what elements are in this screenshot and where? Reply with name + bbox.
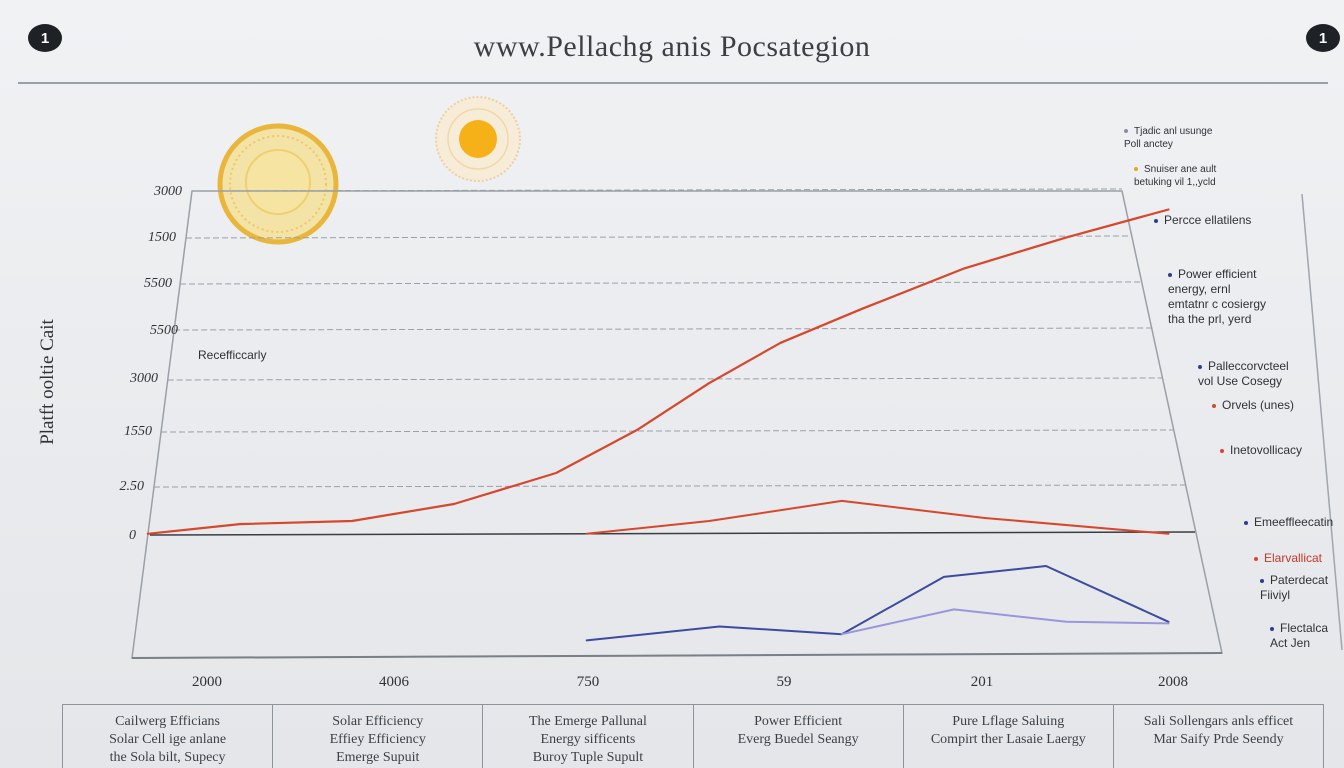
legend-note-text: Snuiser ane ault betuking vil 1,,ycld [1134, 164, 1217, 188]
gridline [174, 327, 1153, 331]
page-title: www.Pellachg anis Pocsategion [473, 30, 871, 63]
legend-label: Inetovollicacy [1230, 443, 1303, 457]
legend-label: Percce ellatilens [1164, 213, 1252, 227]
y-tick-label: 5500 [150, 323, 178, 338]
legend-label: Palleccorvcteel vol Use Cosegy [1198, 359, 1289, 388]
plot-frame [131, 190, 1223, 659]
legend-item: Emeeffleecatin [1244, 500, 1333, 530]
legend-item: Flectalca Act Jen [1270, 606, 1328, 651]
legend-item: Paterdecat Fiiviyl [1260, 558, 1328, 603]
bottom-table: Cailwerg Efficians Solar Cell ige anlane… [62, 704, 1324, 768]
legend-marker [1124, 129, 1128, 134]
legend-item: Inetovollicacy [1220, 428, 1302, 458]
y-tick-label: 1500 [148, 230, 176, 245]
legend-marker [1254, 556, 1258, 561]
legend-marker [1198, 364, 1202, 369]
gridlines [153, 188, 1187, 488]
x-axis-line [131, 652, 1223, 659]
legend-note-text: Tjadic anl usunge Poll anctey [1124, 126, 1213, 150]
legend-marker [1260, 578, 1264, 583]
table-cell: Power Efficient Everg Buedel Seangy [694, 705, 904, 768]
gridline [153, 484, 1187, 488]
legend-note: Snuiser ane ault betuking vil 1,,ycld [1134, 150, 1216, 189]
legend-label: Flectalca Act Jen [1270, 621, 1329, 650]
gridline [185, 235, 1133, 239]
table-cell: Cailwerg Efficians Solar Cell ige anlane… [63, 705, 274, 768]
table-cell: Pure Lflage Saluing Compirt ther Lasaie … [904, 705, 1114, 768]
legend-item: Percce ellatilens [1154, 198, 1251, 228]
legend-marker [1212, 403, 1216, 408]
gridline [161, 429, 1175, 433]
table-cell: The Emerge Pallunal Energy sifficents Bu… [483, 705, 694, 768]
legend-marker [1168, 272, 1172, 277]
legend-marker [1154, 218, 1158, 223]
y-tick-label: 5500 [144, 276, 172, 291]
page-badge-right: 1 [1306, 24, 1340, 52]
gridline [191, 188, 1123, 192]
baseline-line [149, 531, 1196, 536]
legend-marker [1134, 167, 1138, 172]
table-cell: Sali Sollengars anls efficet Mar Saify P… [1143, 714, 1294, 747]
table-cell: Solar Efficiency Effiey Efficiency Emerg… [273, 705, 484, 768]
header-divider [18, 82, 1328, 84]
y-tick-label: 2.50 [119, 479, 145, 494]
right-frame-line [1301, 193, 1343, 651]
legend-item: Power efficient energy, ernl emtatnr c c… [1168, 252, 1266, 327]
y-tick-label: 1550 [124, 424, 152, 439]
legend-label: Paterdecat Fiiviyl [1260, 573, 1329, 602]
legend-marker [1244, 520, 1248, 525]
x-tick-label: 4006 [379, 674, 409, 690]
x-tick-label: 750 [576, 674, 600, 690]
x-tick-label: 2008 [1158, 674, 1188, 690]
gridline [180, 281, 1143, 285]
legend-label: Orvels (unes) [1222, 398, 1295, 412]
sun-icon-large [217, 123, 339, 245]
x-tick-label: 201 [970, 674, 994, 690]
series-line-2 [585, 499, 1170, 535]
y-tick-label: 0 [129, 528, 136, 543]
legend-item: Palleccorvcteel vol Use Cosegy [1198, 344, 1289, 389]
legend-label: Elarvallicat [1264, 551, 1323, 565]
legend-label: Power efficient energy, ernl emtatnr c c… [1168, 267, 1267, 326]
legend-note: Tjadic anl usunge Poll anctey [1124, 112, 1212, 151]
x-tick-label: 2000 [192, 674, 222, 690]
sun-icon-small [435, 96, 521, 182]
legend-item: Elarvallicat [1254, 536, 1322, 566]
page-badge-left: 1 [28, 24, 62, 52]
legend-marker [1270, 626, 1274, 631]
x-tick-label: 59 [776, 674, 792, 690]
gridline [167, 377, 1163, 381]
series-line-1 [146, 208, 1170, 535]
series-line-3 [585, 565, 1170, 642]
series-line-4 [840, 608, 1170, 636]
plot-annotation: Recefficcarly [198, 348, 267, 362]
series-layer [146, 208, 1170, 642]
y-axis-label: Platft ooltie Cait [37, 319, 58, 445]
legend-marker [1220, 448, 1224, 453]
legend-label: Emeeffleecatin [1254, 515, 1334, 529]
legend-item: Orvels (unes) [1212, 383, 1294, 413]
y-tick-label: 3000 [130, 371, 158, 386]
y-tick-label: 3000 [154, 184, 182, 199]
